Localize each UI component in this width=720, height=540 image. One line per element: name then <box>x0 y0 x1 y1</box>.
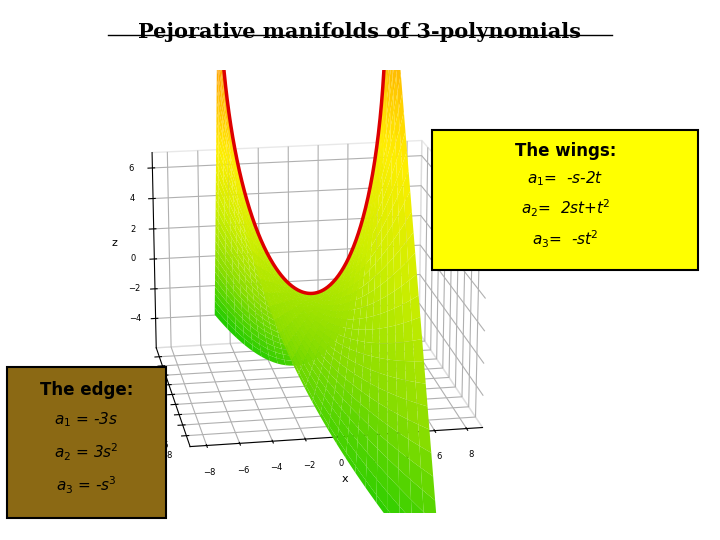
Text: $\it{a_1}$ = -3s: $\it{a_1}$ = -3s <box>55 411 118 429</box>
Text: $\it{a_3}$ = -s$^3$: $\it{a_3}$ = -s$^3$ <box>56 475 117 496</box>
FancyBboxPatch shape <box>432 130 698 270</box>
FancyBboxPatch shape <box>7 367 166 518</box>
Text: $\it{a_1}$=  -s-2t: $\it{a_1}$= -s-2t <box>527 170 603 188</box>
Text: $\it{a_3}$=  -st$^2$: $\it{a_3}$= -st$^2$ <box>532 228 598 250</box>
Text: The wings:: The wings: <box>515 141 616 160</box>
Text: Pejorative manifolds of 3-polynomials: Pejorative manifolds of 3-polynomials <box>138 22 582 42</box>
Text: The edge:: The edge: <box>40 381 133 399</box>
Text: $\it{a_2}$=  2st+t$^2$: $\it{a_2}$= 2st+t$^2$ <box>521 198 610 219</box>
Text: $\it{a_2}$ = 3s$^2$: $\it{a_2}$ = 3s$^2$ <box>54 441 119 463</box>
Y-axis label: t: t <box>133 418 138 428</box>
X-axis label: x: x <box>342 474 348 484</box>
